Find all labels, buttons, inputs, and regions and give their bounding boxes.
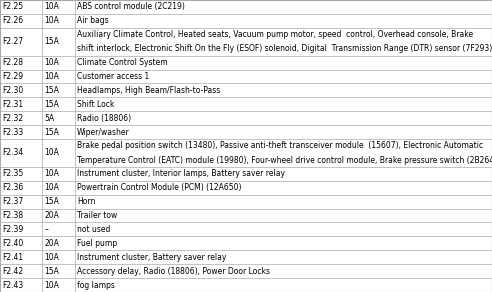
- Bar: [0, 125, 492, 139]
- Text: Customer access 1: Customer access 1: [77, 72, 150, 81]
- Text: F2.43: F2.43: [2, 281, 23, 290]
- Bar: [0, 55, 492, 69]
- Text: 15A: 15A: [44, 128, 59, 137]
- Bar: [0, 195, 492, 208]
- Text: 20A: 20A: [44, 211, 59, 220]
- Text: F2.25: F2.25: [2, 2, 23, 11]
- Text: fog lamps: fog lamps: [77, 281, 115, 290]
- Bar: [0, 208, 492, 223]
- Text: 15A: 15A: [44, 37, 59, 46]
- Text: 10A: 10A: [44, 183, 59, 192]
- Text: F2.37: F2.37: [2, 197, 23, 206]
- Bar: [0, 28, 492, 55]
- Text: F2.30: F2.30: [2, 86, 23, 95]
- Text: 10A: 10A: [44, 72, 59, 81]
- Text: 10A: 10A: [44, 253, 59, 262]
- Text: Radio (18806): Radio (18806): [77, 114, 131, 123]
- Text: 10A: 10A: [44, 2, 59, 11]
- Bar: [0, 264, 492, 278]
- Text: 10A: 10A: [44, 281, 59, 290]
- Text: shift interlock, Electronic Shift On the Fly (ESOF) solenoid, Digital  Transmiss: shift interlock, Electronic Shift On the…: [77, 44, 492, 53]
- Text: not used: not used: [77, 225, 111, 234]
- Text: Horn: Horn: [77, 197, 95, 206]
- Text: Instrument cluster, Interior lamps, Battery saver relay: Instrument cluster, Interior lamps, Batt…: [77, 169, 285, 178]
- Text: 20A: 20A: [44, 239, 59, 248]
- Text: 15A: 15A: [44, 267, 59, 276]
- Text: Climate Control System: Climate Control System: [77, 58, 168, 67]
- Text: 10A: 10A: [44, 169, 59, 178]
- Text: –: –: [44, 225, 48, 234]
- Text: 10A: 10A: [44, 16, 59, 25]
- Text: F2.29: F2.29: [2, 72, 23, 81]
- Bar: [0, 250, 492, 264]
- Text: F2.39: F2.39: [2, 225, 23, 234]
- Bar: [0, 97, 492, 111]
- Text: F2.42: F2.42: [2, 267, 23, 276]
- Text: F2.32: F2.32: [2, 114, 23, 123]
- Text: Fuel pump: Fuel pump: [77, 239, 118, 248]
- Text: 10A: 10A: [44, 148, 59, 157]
- Text: Powertrain Control Module (PCM) (12A650): Powertrain Control Module (PCM) (12A650): [77, 183, 242, 192]
- Bar: [0, 84, 492, 97]
- Bar: [0, 181, 492, 195]
- Bar: [0, 69, 492, 84]
- Text: F2.41: F2.41: [2, 253, 23, 262]
- Text: F2.28: F2.28: [2, 58, 23, 67]
- Text: 15A: 15A: [44, 100, 59, 109]
- Bar: [0, 0, 492, 14]
- Text: ABS control module (2C219): ABS control module (2C219): [77, 2, 185, 11]
- Text: Auxiliary Climate Control, Heated seats, Vacuum pump motor, speed  control, Over: Auxiliary Climate Control, Heated seats,…: [77, 30, 473, 39]
- Text: F2.36: F2.36: [2, 183, 23, 192]
- Text: Brake pedal position switch (13480), Passive anti-theft transceiver module  (156: Brake pedal position switch (13480), Pas…: [77, 141, 483, 150]
- Text: 15A: 15A: [44, 197, 59, 206]
- Bar: [0, 111, 492, 125]
- Text: 15A: 15A: [44, 86, 59, 95]
- Bar: [0, 139, 492, 167]
- Text: Shift Lock: Shift Lock: [77, 100, 115, 109]
- Text: F2.34: F2.34: [2, 148, 23, 157]
- Bar: [0, 167, 492, 181]
- Text: Temperature Control (EATC) module (19980), Four-wheel drive control module, Brak: Temperature Control (EATC) module (19980…: [77, 156, 492, 165]
- Text: F2.40: F2.40: [2, 239, 23, 248]
- Text: F2.33: F2.33: [2, 128, 23, 137]
- Text: F2.27: F2.27: [2, 37, 23, 46]
- Bar: [0, 223, 492, 237]
- Text: Air bags: Air bags: [77, 16, 109, 25]
- Text: F2.31: F2.31: [2, 100, 23, 109]
- Text: F2.35: F2.35: [2, 169, 23, 178]
- Text: F2.38: F2.38: [2, 211, 23, 220]
- Bar: [0, 14, 492, 28]
- Text: 10A: 10A: [44, 58, 59, 67]
- Text: Accessory delay, Radio (18806), Power Door Locks: Accessory delay, Radio (18806), Power Do…: [77, 267, 270, 276]
- Text: F2.26: F2.26: [2, 16, 23, 25]
- Text: Instrument cluster, Battery saver relay: Instrument cluster, Battery saver relay: [77, 253, 227, 262]
- Text: Trailer tow: Trailer tow: [77, 211, 118, 220]
- Bar: [0, 278, 492, 292]
- Text: 5A: 5A: [44, 114, 55, 123]
- Bar: [0, 237, 492, 250]
- Text: Headlamps, High Beam/Flash-to-Pass: Headlamps, High Beam/Flash-to-Pass: [77, 86, 220, 95]
- Text: Wiper/washer: Wiper/washer: [77, 128, 130, 137]
